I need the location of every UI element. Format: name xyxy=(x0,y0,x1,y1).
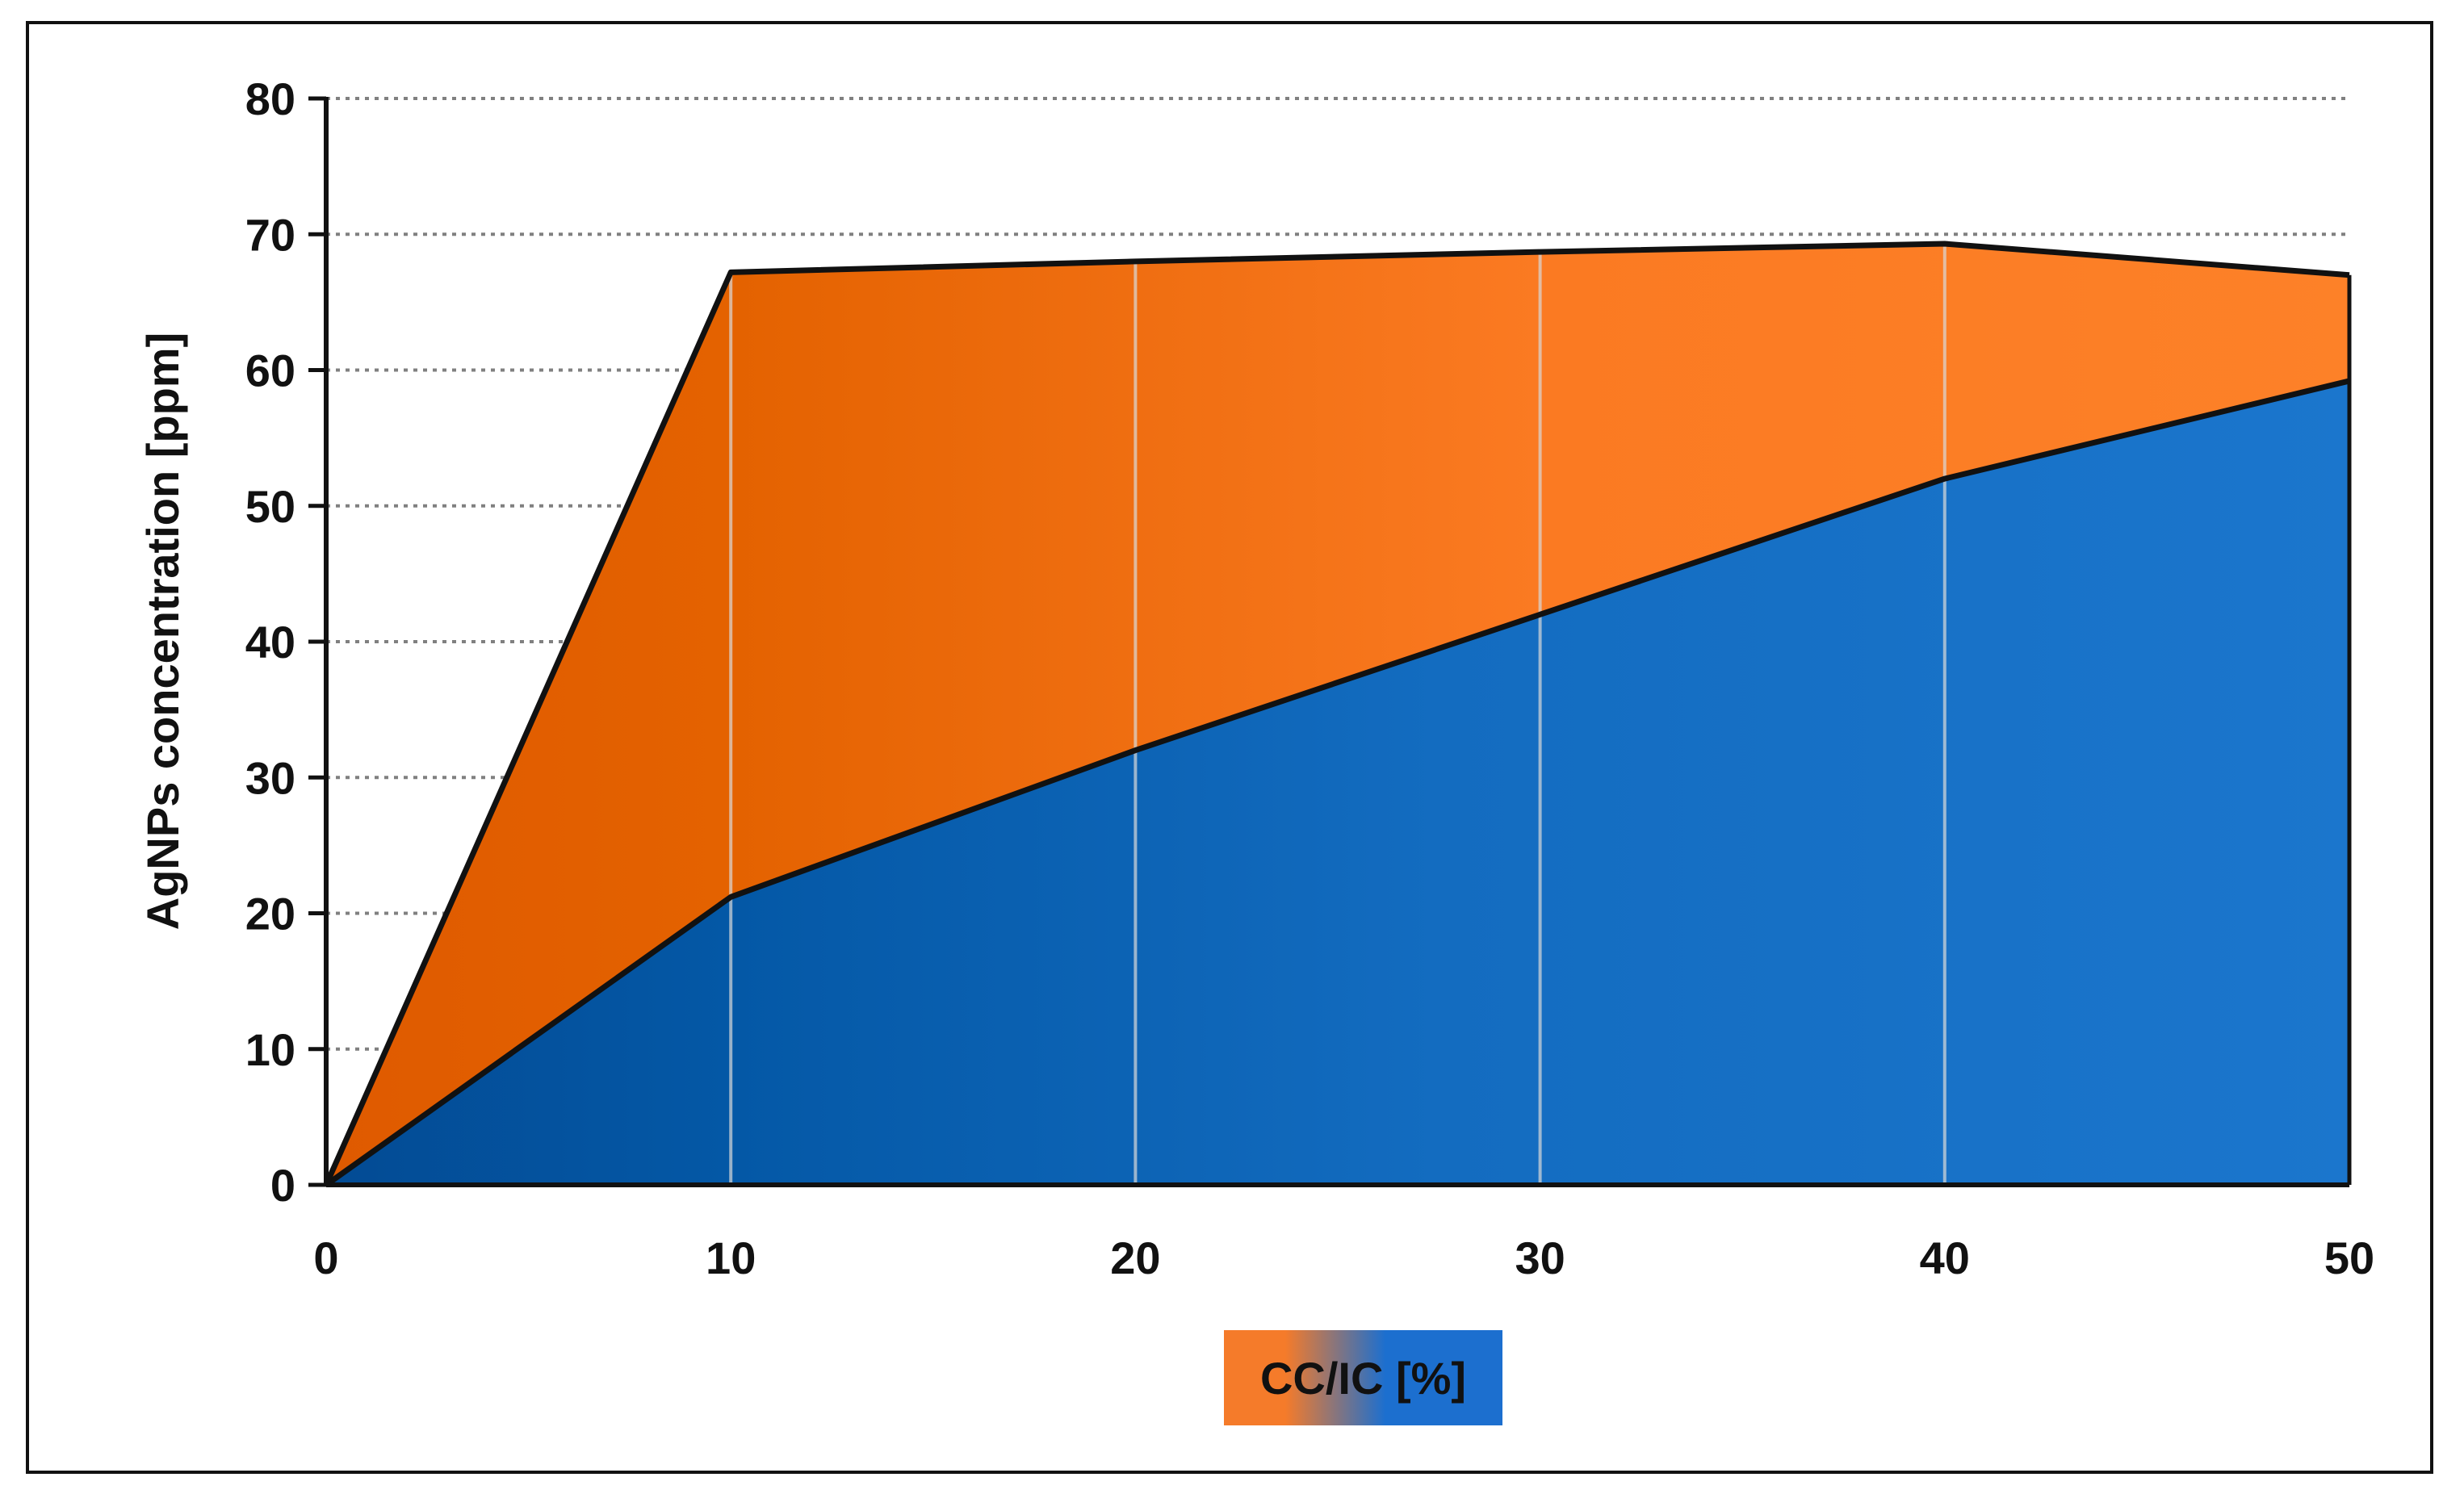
y-axis-title: AgNPs concentration [ppm] xyxy=(137,333,188,930)
chart-svg: 0 10 20 30 40 50 60 70 80 0 10 20 30 40 50 AgNPs conce… xyxy=(137,73,2374,1283)
y-tick-label: 40 xyxy=(245,617,295,667)
area-layer xyxy=(326,244,2349,1186)
y-tick-label: 50 xyxy=(245,481,295,532)
series-2-line xyxy=(323,241,2350,1186)
vertical-grid-layer xyxy=(729,244,1946,1185)
y-tick-label: 20 xyxy=(245,889,295,940)
y-tick-label: 10 xyxy=(245,1024,295,1075)
y-tick-label: 70 xyxy=(245,209,295,260)
x-tick-label: 50 xyxy=(2324,1232,2374,1283)
y-tick-label: 80 xyxy=(245,73,295,124)
y-tick-label: 30 xyxy=(245,752,295,803)
y-tick-label: 60 xyxy=(245,345,295,396)
area-series-1 xyxy=(326,380,2349,1186)
x-tick-label: 30 xyxy=(1515,1232,1565,1283)
tick-label-layer: 0 10 20 30 40 50 60 70 80 0 10 20 30 40 50 xyxy=(245,73,2374,1283)
x-axis-title: CC/IC [%] xyxy=(1224,1330,1502,1425)
axis-layer xyxy=(308,96,2349,1187)
series-1-line xyxy=(324,378,2350,1187)
x-tick-label: 20 xyxy=(1110,1232,1160,1283)
y-tick-label: 0 xyxy=(270,1160,295,1211)
area-series-2 xyxy=(326,244,2349,1186)
x-tick-label: 10 xyxy=(706,1232,756,1283)
line-layer xyxy=(323,241,2352,1187)
x-tick-label: 0 xyxy=(313,1232,338,1283)
x-tick-label: 40 xyxy=(1920,1232,1970,1283)
chart-frame: 0 10 20 30 40 50 60 70 80 0 10 20 30 40 50 AgNPs conce… xyxy=(26,21,2433,1474)
